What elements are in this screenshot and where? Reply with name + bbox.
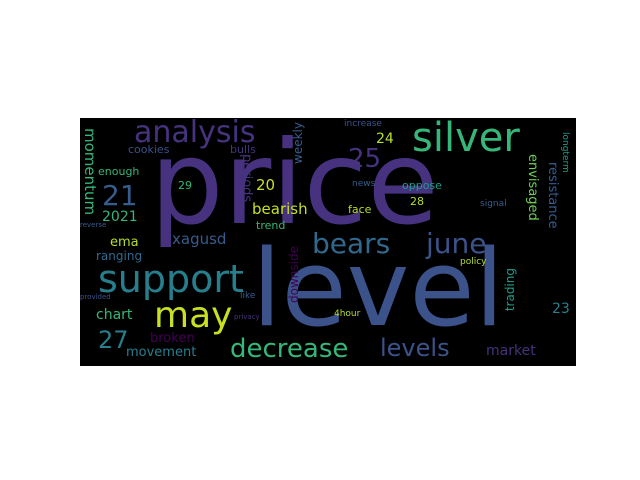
word-oppose: oppose [402,179,442,192]
number-24: 24 [376,131,394,147]
number-23: 23 [552,301,570,317]
number-25: 25 [348,144,382,174]
word-level: level [252,227,505,350]
word-weekly: weekly [291,122,305,164]
word-downside: downside [287,246,301,303]
word-news: news [352,179,376,189]
word-bulls: bulls [230,143,256,156]
word-bearish: bearish [252,200,308,218]
word-bears: bears [312,227,391,260]
word-resistance: resistance [545,162,560,229]
word-signal: signal [480,199,507,209]
word-envisaged: envisaged [525,154,540,221]
word-may: may [154,295,233,336]
word-longterm: longterm [560,132,570,173]
word-reverse: reverse [80,221,107,229]
word-cloud: price level support silver bears june ma… [80,118,576,366]
word-increase: increase [344,119,382,129]
word-cookies: cookies [128,143,170,156]
word-ranging: ranging [96,249,143,263]
number-2021: 2021 [102,209,138,225]
word-privacy: privacy [234,313,260,321]
number-21: 21 [102,179,138,212]
word-silver: silver [412,118,520,161]
number-20: 20 [256,176,276,194]
number-28: 28 [410,195,424,208]
word-chart: chart [96,307,133,323]
word-june: june [426,227,487,260]
word-policy: policy [460,257,487,267]
word-broken: broken [150,331,195,346]
number-27: 27 [98,326,129,354]
word-periods: periods [239,154,254,203]
word-trend: trend [256,219,286,232]
word-xagusd: xagusd [172,230,227,248]
word-decrease: decrease [230,334,349,364]
word-support: support [98,257,244,301]
word-analysis: analysis [134,118,256,150]
word-face: face [348,203,372,216]
word-trading: trading [503,268,517,312]
word-enough: enough [98,165,140,178]
word-momentum: momentum [81,128,99,216]
word-movement: movement [126,345,197,360]
number-29: 29 [178,179,192,192]
word-provided: provided [80,293,111,301]
word-ema: ema [110,235,139,250]
word-market: market [486,343,536,359]
word-4hour: 4hour [334,309,361,319]
word-price: price [150,118,439,251]
word-like: like [240,291,256,301]
word-levels: levels [380,334,450,362]
